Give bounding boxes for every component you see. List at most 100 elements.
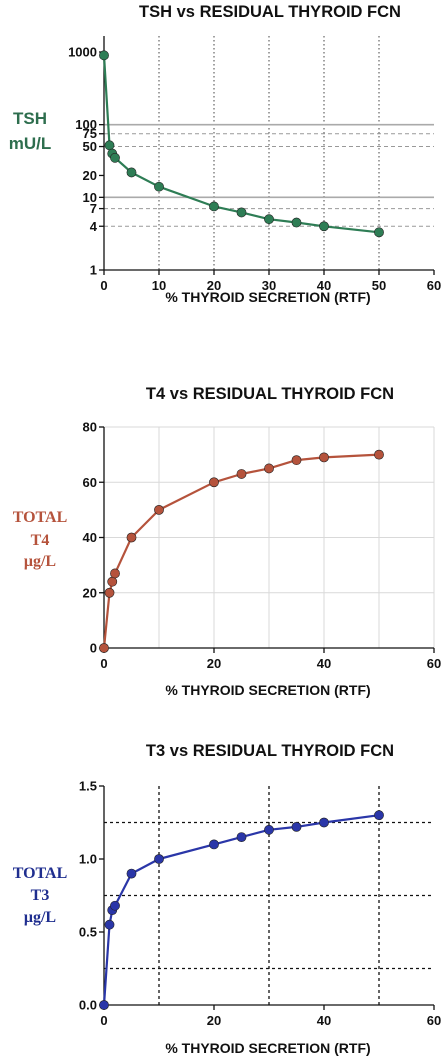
data-point (236, 207, 247, 218)
data-point (99, 50, 109, 61)
y-tick-label: 75 (83, 126, 97, 141)
y-axis-label-line: μg/L (24, 553, 56, 570)
data-point (264, 214, 274, 225)
data-point (126, 532, 137, 543)
x-tick-label: 40 (317, 1013, 331, 1028)
data-point (374, 449, 384, 460)
chart-t3-xlabel: % THYROID SECRETION (RTF) (165, 1040, 370, 1056)
data-point (236, 832, 247, 842)
data-point (291, 455, 302, 466)
data-point (126, 868, 137, 879)
data-point (99, 1000, 109, 1010)
x-tick-label: 40 (317, 278, 331, 293)
chart-tsh-ylabel: TSH mU/L (9, 109, 52, 153)
data-point (319, 817, 329, 828)
data-point (209, 477, 219, 488)
y-tick-label: 7 (90, 201, 97, 216)
chart-t4-title: T4 vs RESIDUAL THYROID FCN (146, 385, 394, 403)
x-tick-label: 50 (372, 278, 386, 293)
y-axis-label-line: TOTAL (13, 509, 68, 526)
data-point (110, 152, 120, 163)
chart-t3-series (99, 810, 384, 1010)
y-tick-label: 10 (83, 190, 97, 205)
data-point (104, 140, 115, 151)
chart-t3-title: T3 vs RESIDUAL THYROID FCN (146, 742, 394, 760)
series-line (102, 814, 380, 1006)
y-tick-label: 50 (83, 139, 97, 154)
chart-tsh-title: TSH vs RESIDUAL THYROID FCN (139, 3, 401, 21)
y-tick-label: 0 (90, 641, 97, 656)
data-point (104, 919, 115, 930)
x-tick-label: 20 (207, 1013, 221, 1028)
chart-tsh-grid (104, 36, 434, 270)
data-point (107, 576, 118, 587)
data-point (236, 469, 247, 479)
y-axis-label-line: TSH (13, 109, 47, 128)
y-axis-label-line: TOTAL (13, 865, 68, 882)
y-tick-label: 4 (90, 219, 98, 234)
x-tick-label: 60 (427, 278, 441, 293)
y-tick-label: 40 (83, 530, 97, 545)
data-point (264, 824, 274, 835)
y-tick-label: 1000 (68, 45, 97, 60)
chart-tsh-series (99, 50, 384, 238)
chart-t4-grid (104, 426, 435, 648)
data-point (110, 568, 120, 579)
y-tick-label: 80 (83, 420, 97, 435)
y-axis-label-line: T3 (31, 887, 50, 904)
series-line (102, 55, 380, 234)
chart-t3-axes (103, 786, 434, 1006)
series-line (102, 453, 380, 649)
data-point (319, 452, 329, 463)
data-point (154, 181, 164, 192)
y-tick-label: 1.0 (79, 852, 97, 867)
y-axis-label-line: μg/L (24, 909, 56, 926)
x-tick-label: 20 (207, 656, 221, 671)
data-point (374, 227, 384, 238)
chart-t3-grid (104, 786, 434, 1005)
chart-t4-series (99, 449, 384, 653)
y-axis-label-line: mU/L (9, 134, 52, 153)
x-tick-label: 30 (262, 278, 276, 293)
y-axis-label-line: T4 (31, 532, 50, 549)
chart-t4-ticks: 0 20 40 60 0 20 40 60 80 (83, 420, 442, 672)
x-tick-label: 0 (100, 1013, 107, 1028)
data-point (104, 587, 115, 598)
data-point (374, 810, 384, 821)
y-tick-label: 20 (83, 585, 97, 600)
chart-t4-ylabel: TOTAL T4 μg/L (13, 509, 68, 570)
data-point (264, 463, 274, 474)
data-point (99, 643, 109, 653)
data-point (154, 854, 164, 864)
x-tick-label: 60 (427, 1013, 441, 1028)
chart-t4: T4 vs RESIDUAL THYROID FCN 0 20 40 60 0 20 40 6… (13, 385, 442, 698)
y-tick-label: 0.0 (79, 998, 97, 1013)
data-point (209, 839, 219, 850)
chart-t4-xlabel: % THYROID SECRETION (RTF) (165, 682, 370, 698)
data-point (319, 221, 329, 232)
data-point (291, 217, 302, 228)
chart-tsh: TSH vs RESIDUAL THYROID FCN 0 10 20 30 40 50 6… (9, 3, 441, 305)
chart-t3-ticks: 0 20 40 60 0.0 0.5 1.0 1.5 (79, 779, 441, 1029)
x-tick-label: 20 (207, 278, 221, 293)
data-point (126, 167, 137, 178)
x-tick-label: 60 (427, 656, 441, 671)
y-tick-label: 20 (83, 168, 97, 183)
data-point (110, 900, 120, 911)
y-tick-label: 0.5 (79, 925, 97, 940)
chart-t3: T3 vs RESIDUAL THYROID FCN 0 20 40 60 0.0 0.5… (13, 742, 442, 1056)
y-tick-label: 1.5 (79, 779, 97, 794)
x-tick-label: 0 (100, 656, 107, 671)
y-tick-label: 100 (75, 117, 97, 132)
data-point (209, 201, 219, 212)
data-point (291, 821, 302, 832)
chart-tsh-xlabel: % THYROID SECRETION (RTF) (165, 289, 370, 305)
x-tick-label: 40 (317, 656, 331, 671)
chart-t3-ylabel: TOTAL T3 μg/L (13, 865, 68, 926)
x-tick-label: 0 (100, 278, 107, 293)
data-point (154, 504, 164, 515)
x-tick-label: 10 (152, 278, 166, 293)
y-tick-label: 60 (83, 475, 97, 490)
